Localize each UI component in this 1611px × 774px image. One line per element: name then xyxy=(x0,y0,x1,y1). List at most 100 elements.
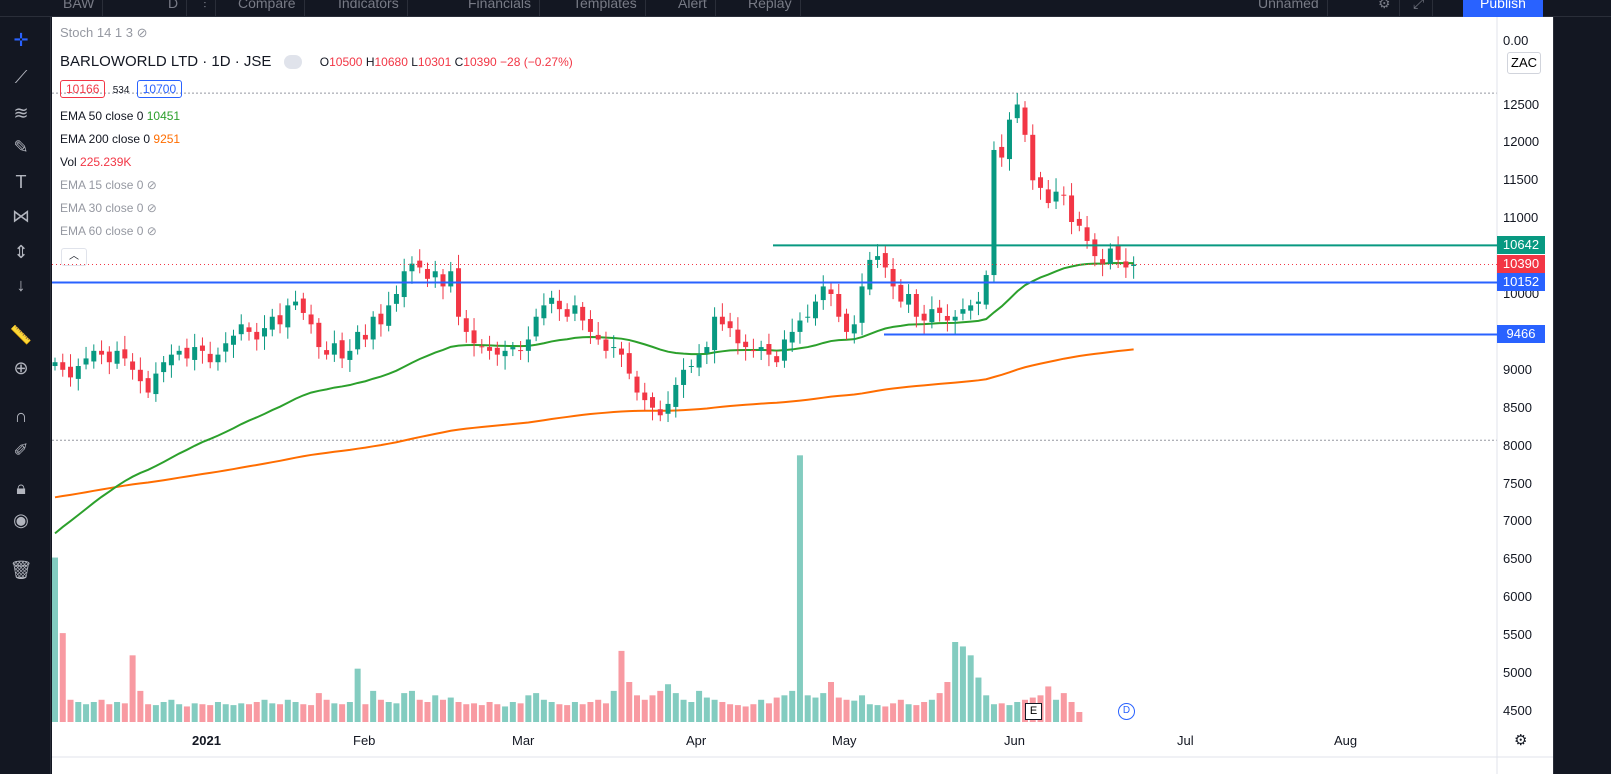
collapse-toggle[interactable] xyxy=(283,55,302,70)
sell-button[interactable]: 10166 xyxy=(60,80,106,98)
volume-bar xyxy=(944,682,951,722)
volume-bar xyxy=(261,699,268,722)
ema200-legend[interactable]: EMA 200 close 0 9251 xyxy=(60,132,180,146)
candle-body xyxy=(238,324,244,335)
indicators-button[interactable]: Indicators xyxy=(330,0,408,16)
volume-bar xyxy=(354,668,361,722)
candle-body xyxy=(533,316,539,337)
candle-body xyxy=(572,305,578,314)
candle-body xyxy=(952,316,958,321)
lock-drawing-icon[interactable]: ✐ xyxy=(13,440,29,460)
volume-bar xyxy=(540,699,547,722)
volume-bar xyxy=(921,702,928,722)
volume-bar xyxy=(401,693,408,722)
publish-button[interactable]: Publish xyxy=(1463,0,1543,17)
pattern-icon[interactable]: ⋈ xyxy=(12,206,30,226)
candle-body xyxy=(122,349,128,359)
alert-button[interactable]: Alert xyxy=(670,0,716,16)
text-icon[interactable]: T xyxy=(15,172,27,192)
candle-body xyxy=(983,275,989,305)
time-tick: May xyxy=(832,733,857,748)
volume-bar xyxy=(98,699,105,722)
price-tick: 8000 xyxy=(1503,437,1532,453)
volume-bar xyxy=(463,704,470,722)
eye-icon[interactable]: ◉ xyxy=(13,510,29,530)
volume-bar xyxy=(936,693,943,722)
chart-canvas[interactable] xyxy=(52,17,1553,774)
fib-icon[interactable]: ≋ xyxy=(13,103,29,123)
trash-icon[interactable]: 🗑︎ xyxy=(9,560,33,580)
chart-type-icon[interactable]: ⫶ xyxy=(195,0,216,16)
volume-bar xyxy=(680,699,687,722)
measure-icon[interactable]: ⇕ xyxy=(13,242,29,262)
candle-body xyxy=(479,346,485,348)
trend-line-icon[interactable]: ⟋ xyxy=(14,67,28,87)
replay-button[interactable]: Replay xyxy=(740,0,801,16)
volume-bar xyxy=(315,693,322,722)
stoch-legend[interactable]: Stoch 14 1 3 ⊘ xyxy=(60,25,148,41)
ema200-value: 9251 xyxy=(153,132,181,146)
volume-bar xyxy=(90,702,97,722)
chart-pane[interactable]: Stoch 14 1 3 ⊘ BARLOWORLD LTD · 1D · JSE… xyxy=(52,17,1553,774)
volume-bar xyxy=(758,699,765,722)
symbol-search[interactable]: BAW xyxy=(55,0,104,16)
high-label: H xyxy=(365,55,375,69)
magnet-icon[interactable]: ∩ xyxy=(14,406,28,426)
volume-bar xyxy=(214,702,221,722)
candle-body xyxy=(603,339,609,351)
currency-label[interactable]: ZAC xyxy=(1507,52,1541,74)
candle-body xyxy=(859,286,865,323)
ema60-legend[interactable]: EMA 60 close 0 ⊘ xyxy=(60,224,157,238)
stoch-label: Stoch 14 1 3 xyxy=(60,25,133,40)
dividend-marker[interactable]: D xyxy=(1118,703,1135,720)
settings-gear-icon[interactable]: ⚙ xyxy=(1514,732,1528,749)
candle-body xyxy=(797,320,803,332)
ema60-label: EMA 60 close 0 xyxy=(60,224,144,238)
buy-button[interactable]: 10700 xyxy=(136,80,183,98)
hidden-eye-icon[interactable]: ⊘ xyxy=(136,25,148,40)
candle-body xyxy=(844,313,850,332)
interval-button[interactable]: D xyxy=(160,0,188,16)
more-arrow-icon[interactable]: ↓ xyxy=(16,275,26,295)
zoom-icon[interactable]: ⊕ xyxy=(13,358,29,378)
lock-icon[interactable]: 🔒︎ xyxy=(16,478,26,498)
candle-body xyxy=(207,353,213,363)
ruler-icon[interactable]: 📏 xyxy=(9,325,33,345)
ema50-legend[interactable]: EMA 50 close 0 10451 xyxy=(60,109,180,123)
layout-name-button[interactable]: Unnamed xyxy=(1250,0,1328,16)
hidden-eye-icon[interactable]: ⊘ xyxy=(146,178,157,192)
volume-bar xyxy=(959,646,966,722)
earnings-marker[interactable]: E xyxy=(1025,703,1042,720)
volume-bar xyxy=(897,699,904,722)
volume-bar xyxy=(509,702,516,722)
candle-body xyxy=(1115,245,1121,260)
hidden-eye-icon[interactable]: ⊘ xyxy=(146,224,157,238)
volume-bar xyxy=(346,702,353,722)
candle-body xyxy=(145,378,151,393)
candle-body xyxy=(1006,119,1012,160)
candle-body xyxy=(518,350,524,352)
low-value: 10301 xyxy=(417,55,452,69)
fullscreen-icon[interactable]: ⤢ xyxy=(1405,0,1434,16)
financials-button[interactable]: Financials xyxy=(460,0,541,16)
price-tick: 7500 xyxy=(1503,475,1532,491)
volume-bar xyxy=(432,695,439,722)
candle-body xyxy=(262,328,268,337)
candle-body xyxy=(712,316,718,351)
brush-icon[interactable]: ✎ xyxy=(13,137,29,157)
crosshair-icon[interactable]: ✛ xyxy=(13,30,29,50)
candle-body xyxy=(688,366,694,368)
hidden-eye-icon[interactable]: ⊘ xyxy=(146,201,157,215)
collapse-legend-button[interactable]: ︿ xyxy=(61,248,87,266)
volume-legend[interactable]: Vol 225.239K xyxy=(60,155,131,169)
ema15-legend[interactable]: EMA 15 close 0 ⊘ xyxy=(60,178,157,192)
templates-button[interactable]: Templates xyxy=(565,0,646,16)
candle-body xyxy=(743,341,749,348)
candle-body xyxy=(634,376,640,393)
volume-bar xyxy=(765,703,772,722)
settings-icon[interactable]: ⚙ xyxy=(1370,0,1400,16)
volume-bar xyxy=(882,706,889,722)
ema30-legend[interactable]: EMA 30 close 0 ⊘ xyxy=(60,201,157,215)
candle-body xyxy=(347,350,353,360)
compare-button[interactable]: Compare xyxy=(230,0,305,16)
